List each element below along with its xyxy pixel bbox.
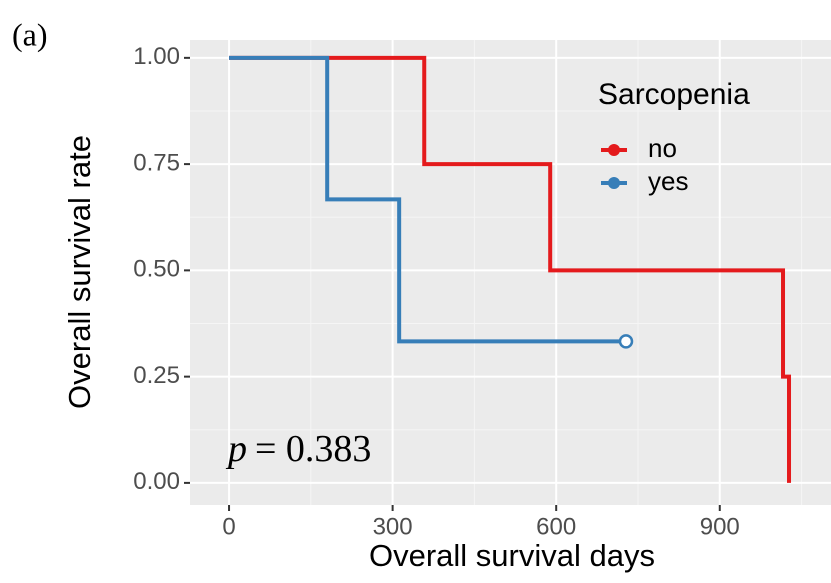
x-axis-title: Overall survival days — [369, 538, 655, 573]
x-tick-label: 0 — [222, 513, 235, 540]
p-value: p = 0.383 — [225, 428, 371, 470]
legend-title: Sarcopenia — [598, 78, 750, 111]
y-tick-label: 0.00 — [133, 468, 180, 495]
x-tick-label: 600 — [536, 513, 576, 540]
panel-label: (a) — [12, 16, 48, 52]
survival-curve — [229, 55, 626, 344]
survival-curve — [229, 55, 792, 483]
legend-label: yes — [648, 166, 688, 196]
x-tick-label: 300 — [373, 513, 413, 540]
p-symbol: p — [225, 428, 247, 470]
y-tick-label: 0.75 — [133, 149, 180, 176]
legend-label: no — [648, 133, 677, 163]
y-tick-label: 0.25 — [133, 362, 180, 389]
censor-mark — [618, 334, 634, 349]
y-tick-label: 0.50 — [133, 256, 180, 283]
legend-dot — [608, 144, 620, 156]
y-tick-label: 1.00 — [133, 43, 180, 70]
plot-panel — [190, 40, 831, 505]
legend-dot — [608, 177, 620, 189]
y-axis-title: Overall survival rate — [62, 135, 97, 409]
p-text: = 0.383 — [255, 428, 371, 470]
x-tick-label: 900 — [700, 513, 740, 540]
